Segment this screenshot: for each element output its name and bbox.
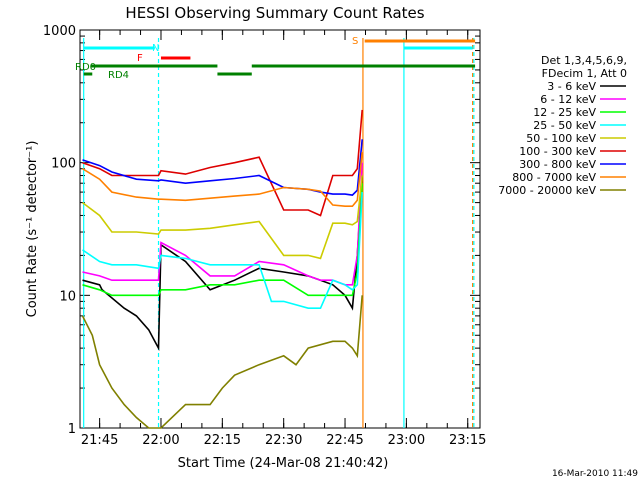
x-tick-label: 22:00 (142, 433, 179, 448)
series-line-7 (82, 152, 363, 207)
legend-entry-label: 25 - 50 keV (533, 119, 596, 132)
x-axis-label: Start Time (24-Mar-08 21:40:42) (178, 456, 389, 471)
legend-entry-label: 100 - 300 keV (519, 145, 596, 158)
legend-header: Det 1,3,4,5,6,9, (541, 54, 627, 67)
y-axis: 1 10 100 1000 (43, 24, 480, 437)
series-line-6 (82, 139, 363, 196)
legend: Det 1,3,4,5,6,9,FDecim 1, Att 03 - 6 keV… (498, 54, 627, 197)
series-line-4 (82, 175, 363, 260)
series-line-0 (82, 175, 363, 352)
x-tick-label: 22:30 (265, 433, 302, 448)
y-tick-label: 1000 (43, 24, 76, 39)
legend-entry-label: 7000 - 20000 keV (498, 184, 596, 197)
y-axis-label: Count Rate (s⁻¹ detector⁻¹) (25, 141, 40, 318)
y-tick-label: 100 (51, 157, 76, 172)
legend-entry-label: 800 - 7000 keV (512, 171, 596, 184)
legend-entry-label: 6 - 12 keV (540, 93, 596, 106)
state-label-f: F (137, 53, 143, 64)
legend-entry-label: 300 - 800 keV (519, 158, 596, 171)
legend-entry-label: 50 - 100 keV (526, 132, 596, 145)
series-line-1 (82, 162, 363, 286)
series-line-5 (82, 109, 363, 217)
x-tick-label: 23:15 (449, 433, 486, 448)
x-tick-label: 23:00 (388, 433, 425, 448)
series-line-2 (82, 183, 363, 297)
state-label-n: N (152, 43, 159, 54)
legend-entry-label: 12 - 25 keV (533, 106, 596, 119)
x-tick-label: 21:45 (81, 433, 118, 448)
plot-frame (79, 29, 481, 429)
chart-title: HESSI Observing Summary Count Rates (125, 4, 424, 22)
event-markers (83, 38, 475, 428)
x-axis: 21:45 22:00 22:15 22:30 22:45 23:00 23:15 (81, 30, 486, 448)
y-tick-label: 1 (68, 422, 76, 437)
series-line-3 (82, 192, 363, 309)
legend-entry-label: 3 - 6 keV (547, 80, 596, 93)
state-label-rd0: RD0 (75, 62, 96, 73)
x-tick-label: 22:15 (204, 433, 241, 448)
state-label-s: S (352, 36, 358, 47)
state-bars: RD0 RD4 NF S (75, 36, 476, 81)
x-tick-label: 22:45 (326, 433, 363, 448)
series-line-8 (81, 295, 363, 429)
y-tick-label: 10 (59, 289, 76, 304)
series-lines (81, 109, 363, 429)
legend-header: FDecim 1, Att 0 (542, 67, 627, 80)
state-label-rd4: RD4 (108, 70, 129, 81)
timestamp: 16-Mar-2010 11:49 (552, 469, 638, 479)
